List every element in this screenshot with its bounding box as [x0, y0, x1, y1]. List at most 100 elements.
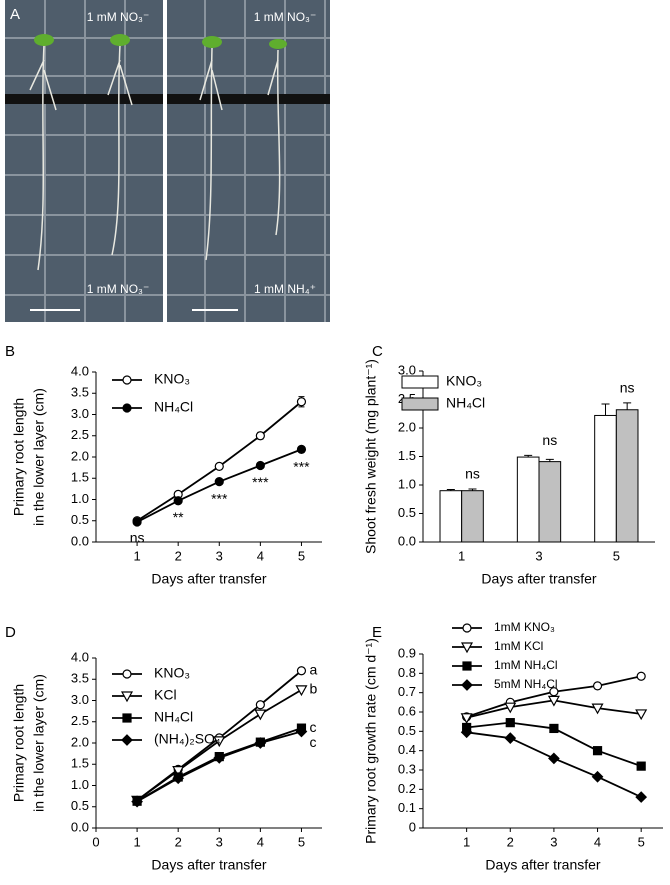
- marker: [254, 709, 267, 721]
- x-tick-label: 2: [175, 834, 182, 849]
- x-tick-label: 4: [257, 834, 264, 849]
- photo-label: 1 mM NO₃⁻: [254, 10, 317, 24]
- marker: [505, 718, 515, 728]
- photo-grid: [5, 0, 330, 322]
- marker: [172, 766, 185, 777]
- marker: [121, 734, 133, 746]
- marker: [172, 772, 185, 785]
- x-tick-label: 1: [463, 834, 470, 849]
- x-tick-label: 2: [507, 834, 514, 849]
- bar: [615, 409, 639, 543]
- y-axis-label: Shoot fresh weight (mg plant⁻¹): [363, 359, 379, 554]
- y-tick-label: 0.5: [398, 723, 416, 738]
- marker: [548, 752, 560, 765]
- y-tick-label: 0.5: [71, 798, 89, 813]
- y-tick-label: 0: [409, 819, 416, 834]
- marker: [460, 713, 473, 725]
- error-bar: [524, 454, 533, 458]
- y-tick-label: 4.0: [71, 649, 89, 664]
- y-axis-label: Primary root length: [11, 398, 27, 516]
- marker: [296, 444, 307, 454]
- error-bar: [623, 402, 632, 410]
- y-tick-label: 1.0: [71, 491, 89, 506]
- legend-label: 1mM KCl: [494, 639, 543, 653]
- y-tick-label: 4.0: [71, 363, 89, 378]
- marker: [122, 669, 132, 679]
- marker: [549, 687, 559, 697]
- y-tick-label: 3.5: [71, 385, 89, 400]
- panel-label: C: [372, 343, 383, 360]
- marker: [296, 666, 307, 676]
- x-axis-label: Days after transfer: [481, 571, 596, 587]
- y-tick-label: 0.4: [398, 742, 416, 757]
- marker: [254, 737, 267, 749]
- y-tick-label: 2.0: [71, 734, 89, 749]
- y-tick-label: 0.1: [398, 800, 416, 815]
- y-tick-label: 3.0: [71, 692, 89, 707]
- x-tick-label: 5: [298, 834, 305, 849]
- annotation: ns: [542, 432, 557, 448]
- marker: [214, 461, 224, 471]
- legend-label: KNO₃: [446, 373, 482, 389]
- marker: [131, 795, 143, 808]
- legend-label: NH₄Cl: [154, 399, 193, 415]
- marker: [213, 752, 226, 764]
- marker: [591, 770, 604, 783]
- x-tick-label: 3: [216, 834, 223, 849]
- legend-label: KNO₃: [154, 371, 190, 387]
- y-tick-label: 0.5: [71, 512, 89, 527]
- marker: [132, 517, 142, 527]
- marker: [120, 691, 134, 703]
- y-tick-label: 3.0: [398, 362, 416, 377]
- marker: [122, 713, 132, 723]
- x-tick-label: 5: [638, 834, 645, 849]
- x-axis-label: Days after transfer: [151, 571, 266, 587]
- y-tick-label: 3.5: [71, 671, 89, 686]
- y-tick-label: 0.0: [71, 819, 89, 834]
- y-tick-label: 1.0: [398, 476, 416, 491]
- panel-label: E: [372, 624, 382, 641]
- panel-label: A: [10, 6, 20, 23]
- y-tick-label: 0.2: [398, 781, 416, 796]
- y-tick-label: 1.5: [71, 470, 89, 485]
- x-tick-label: 3: [216, 548, 223, 563]
- marker: [460, 726, 473, 739]
- annotation: **: [173, 509, 184, 525]
- x-tick-label: 3: [550, 834, 557, 849]
- y-tick-label: 3.0: [71, 406, 89, 421]
- legend-label: 1mM NH₄Cl: [494, 658, 558, 672]
- annotation: ***: [252, 474, 269, 490]
- y-axis-label: Primary root growth rate (cm d⁻¹): [363, 638, 379, 844]
- legend-swatch: [401, 397, 439, 411]
- legend-label: NH₄Cl: [154, 709, 193, 725]
- marker: [214, 477, 224, 487]
- bar: [594, 414, 617, 543]
- legend-label: KNO₃: [154, 665, 190, 681]
- marker: [592, 681, 603, 691]
- x-tick-label: 4: [257, 548, 264, 563]
- y-tick-label: 1.5: [398, 448, 416, 463]
- y-axis-label: in the lower layer (cm): [31, 674, 47, 812]
- annotation: ns: [620, 380, 635, 396]
- marker: [549, 723, 559, 734]
- panel-label: B: [5, 343, 15, 360]
- bar: [439, 490, 463, 543]
- y-axis-label: in the lower layer (cm): [31, 388, 47, 526]
- annotation: ***: [211, 490, 228, 506]
- bar: [516, 456, 540, 543]
- x-tick-label: 1: [133, 548, 140, 563]
- shoots: [34, 34, 287, 49]
- x-axis-label: Days after transfer: [485, 857, 600, 873]
- y-tick-label: 0.9: [398, 645, 416, 660]
- y-tick-label: 0.3: [398, 761, 416, 776]
- marker: [173, 496, 183, 506]
- marker: [636, 671, 646, 681]
- marker: [635, 791, 648, 803]
- marker: [122, 403, 132, 413]
- end-label: a: [309, 661, 317, 677]
- series-line: [466, 731, 642, 798]
- marker: [295, 725, 308, 738]
- marker: [122, 375, 132, 385]
- error-bar: [446, 489, 455, 491]
